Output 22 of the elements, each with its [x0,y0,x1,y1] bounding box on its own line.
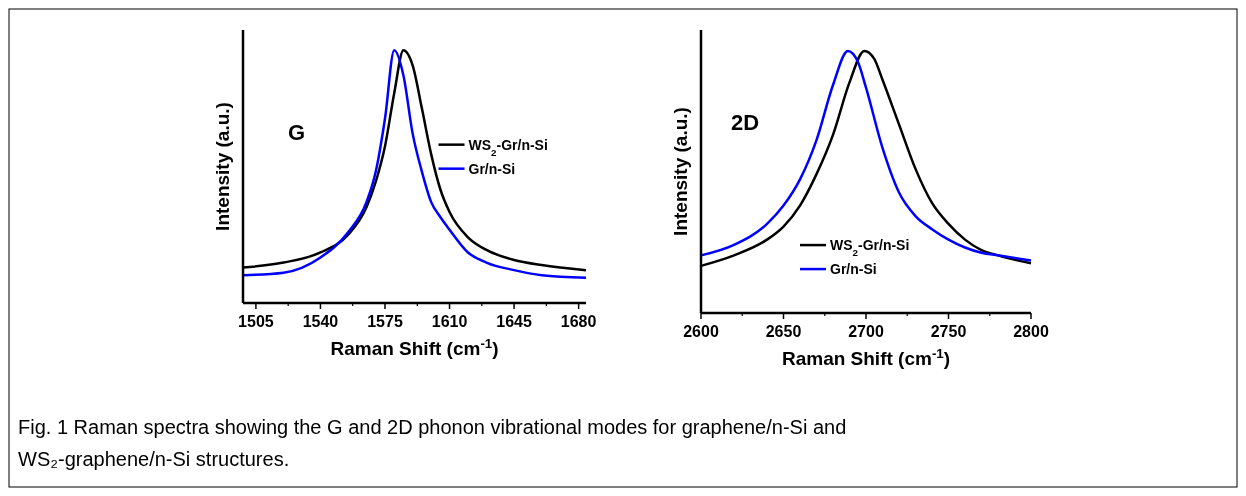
x-tick-label: 2650 [765,323,802,340]
legend-label: Gr/n-Si [468,160,516,177]
x-tick-label: 2700 [848,323,884,340]
x-axis-title: Raman Shift (cm$^{-1}$) [781,345,951,369]
x-tick-label: 1610 [431,313,468,330]
x-tick-label: 1540 [302,313,339,330]
x-tick-label: 2800 [1013,323,1049,340]
legend-label: WS$_{2}$-Gr/n-Si [830,237,910,258]
x-axis-title: Raman Shift (cm$^{-1}$) [330,335,499,359]
legend-label: WS$_{2}$-Gr/n-Si [468,136,548,158]
x-tick-label: 1680 [560,313,597,330]
caption: Fig. 1 Raman spectra showing the G and 2D phonon vibrational modes for graphene/n-Si and WS₂-graphene/n-Si structures. [18,416,847,470]
x-tick-label: 1645 [496,313,532,330]
legend-label: Gr/n-Si [830,261,877,278]
y-axis-title: Intensity (a.u.) [670,107,691,236]
y-axis-title: Intensity (a.u.) [212,102,233,231]
x-tick-label: 1505 [238,313,274,330]
x-tick-label: 2750 [930,323,967,340]
annotation: G [288,120,306,145]
x-tick-label: 1575 [367,313,403,330]
annotation: 2D [731,110,760,135]
x-tick-label: 2600 [683,323,719,340]
